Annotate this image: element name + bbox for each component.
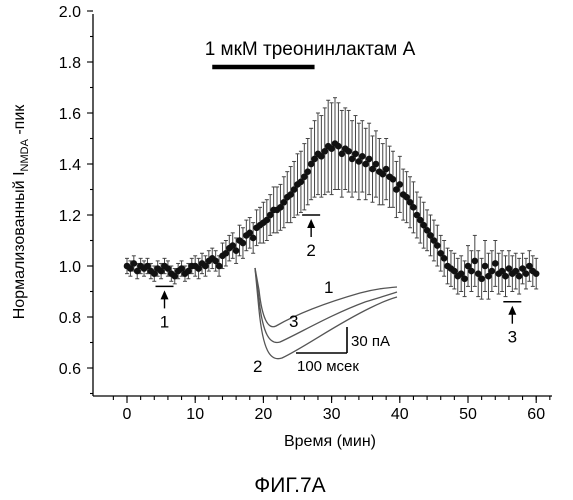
data-point xyxy=(216,263,223,270)
marker-3: 3 xyxy=(503,302,521,347)
data-point xyxy=(410,204,417,211)
scale-time-label: 100 мсек xyxy=(297,358,359,375)
data-point xyxy=(304,168,311,175)
y-tick-label: 1.4 xyxy=(59,157,81,174)
data-point xyxy=(461,275,468,282)
x-tick-label: 40 xyxy=(391,406,409,423)
y-axis-label-sub: NMDA xyxy=(19,138,31,171)
data-point xyxy=(383,166,390,173)
x-tick-label: 0 xyxy=(123,406,132,423)
y-tick-label: 0.8 xyxy=(59,310,81,327)
data-point xyxy=(390,176,397,183)
data-point xyxy=(335,143,342,150)
scale-current-label: 30 пА xyxy=(351,333,390,350)
data-point xyxy=(131,260,138,267)
data-point xyxy=(489,268,496,275)
inset-trace-label-2: 2 xyxy=(253,357,262,376)
figure-label: ФИГ.7А xyxy=(254,474,325,497)
inset-trace-label-1: 1 xyxy=(324,278,333,297)
x-ticks: 0 10 20 30 40 50 60 xyxy=(113,396,549,423)
y-tick-label: 1.8 xyxy=(59,55,81,72)
data-point xyxy=(482,263,489,270)
treatment-label: 1 мкМ треонинлактам А xyxy=(205,39,416,60)
data-point xyxy=(250,235,257,242)
data-point xyxy=(492,260,499,267)
y-ticks: 0.6 0.8 1.0 1.2 1.4 1.6 1.8 2.0 xyxy=(59,4,93,394)
marker-2: 2 xyxy=(302,215,320,260)
x-tick-label: 50 xyxy=(459,406,477,423)
x-tick-label: 60 xyxy=(527,406,545,423)
x-axis-label: Время (мин) xyxy=(284,433,376,450)
y-axis-label: Нормализованный INMDA -пик xyxy=(11,104,31,320)
y-tick-label: 0.6 xyxy=(59,361,81,378)
data-point xyxy=(441,255,448,262)
y-tick-label: 1.6 xyxy=(59,106,81,123)
data-point xyxy=(233,247,240,254)
data-point xyxy=(240,240,247,247)
y-axis-label-main: Нормализованный I xyxy=(11,171,28,319)
x-tick-label: 30 xyxy=(323,406,341,423)
marker-arrow-head xyxy=(508,306,516,315)
y-tick-label: 2.0 xyxy=(59,4,81,21)
data-point xyxy=(352,151,359,158)
marker-arrow-head xyxy=(307,219,315,228)
inset-traces: 1 3 2 30 пА 100 мсек xyxy=(253,268,397,376)
y-tick-label: 1.2 xyxy=(59,208,81,225)
marker-label: 3 xyxy=(508,328,517,347)
data-point xyxy=(478,275,485,282)
y-axis-label-suffix: -пик xyxy=(11,104,28,139)
data-point xyxy=(397,181,404,188)
x-tick-label: 20 xyxy=(255,406,273,423)
marker-1: 1 xyxy=(156,286,174,331)
marker-label: 1 xyxy=(160,312,169,331)
data-point xyxy=(516,273,523,280)
marker-arrow-head xyxy=(161,290,169,299)
inset-trace-label-3: 3 xyxy=(289,312,298,331)
inset-trace-1 xyxy=(255,268,397,327)
data-point xyxy=(359,153,366,160)
data-point xyxy=(533,270,540,277)
data-point xyxy=(366,156,373,163)
data-point xyxy=(523,270,530,277)
data-point xyxy=(502,273,509,280)
data-point xyxy=(434,242,441,249)
y-tick-label: 1.0 xyxy=(59,259,81,276)
data-point xyxy=(345,148,352,155)
data-point xyxy=(468,268,475,275)
x-tick-label: 10 xyxy=(186,406,204,423)
data-point xyxy=(472,258,479,265)
data-point xyxy=(373,161,380,168)
marker-label: 2 xyxy=(306,241,315,260)
